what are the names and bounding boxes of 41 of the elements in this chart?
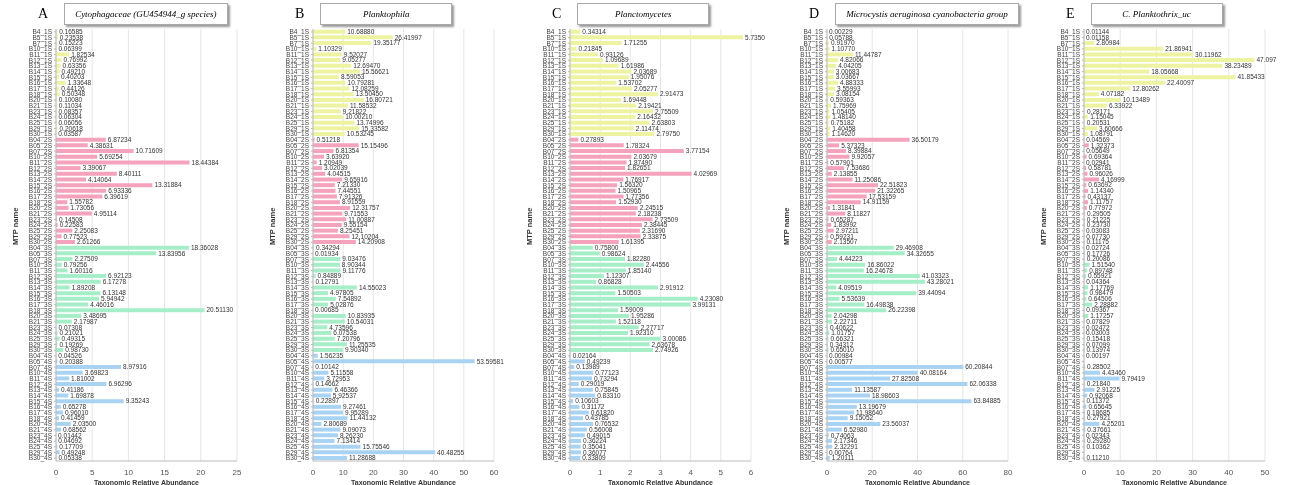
x-tick-label: 2 [628, 467, 634, 477]
text: E [1066, 5, 1075, 22]
x-tick-label: 50 [459, 467, 469, 477]
x-tick-label: 10 [123, 467, 134, 477]
text: C [552, 5, 562, 22]
x-tick-label: 4 [688, 467, 694, 477]
x-tick-label: 20 [368, 467, 379, 477]
x-tick-label: 50 [1260, 467, 1270, 477]
x-tick-label: 0 [53, 467, 59, 477]
chart-title: Planctomycetes [577, 2, 710, 25]
chart-title: Cytophagaceae (GU454944_g species) [64, 2, 228, 25]
x-tick-label: 15 [160, 467, 170, 477]
x-tick-label: 5 [718, 467, 724, 477]
x-tick-label: 60 [958, 467, 968, 477]
x-tick-label: 20 [196, 467, 206, 477]
x-tick-label: 0 [310, 467, 316, 477]
text: A [38, 5, 49, 22]
x-tick-label: 0 [824, 467, 830, 477]
x-tick-label: 30 [1188, 467, 1198, 477]
x-tick-label: 1 [597, 467, 603, 477]
x-tick-label: 30 [399, 467, 409, 477]
x-tick-label: 20 [1151, 467, 1162, 477]
chart-title: Planktophila [320, 2, 453, 25]
chart-title: Microcystis aeruginosa cyanobacteria group [835, 2, 1019, 25]
x-tick-label: 40 [429, 467, 439, 477]
x-tick-label: 60 [489, 467, 499, 477]
x-tick-label: 6 [748, 467, 754, 477]
x-tick-label: 0 [567, 467, 573, 477]
x-tick-label: 10 [338, 467, 349, 477]
x-tick-label: 25 [232, 467, 242, 477]
x-tick-label: 20 [867, 467, 878, 477]
text: B [295, 5, 305, 22]
x-tick-label: 5 [89, 467, 95, 477]
x-tick-label: 80 [1003, 467, 1013, 477]
x-tick-label: 40 [913, 467, 923, 477]
chart-title: C. Planktothrix_uc [1090, 2, 1223, 25]
text: D [809, 5, 820, 22]
x-tick-label: 3 [658, 467, 664, 477]
x-tick-label: 10 [1115, 467, 1126, 477]
x-tick-label: 0 [1081, 467, 1087, 477]
x-tick-label: 40 [1224, 467, 1234, 477]
